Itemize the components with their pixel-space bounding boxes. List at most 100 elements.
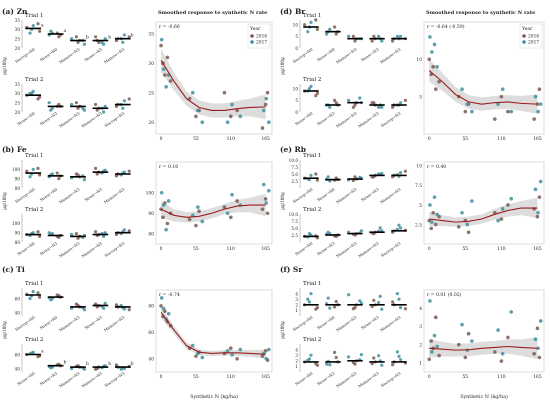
strip-point <box>94 35 98 39</box>
strip-point <box>395 292 399 296</box>
strip-point <box>121 106 125 110</box>
strip-category-label: Straw→N0 <box>316 314 336 330</box>
scatter-point-2017 <box>230 193 234 197</box>
strip-point <box>334 101 338 105</box>
strip-point <box>74 302 78 306</box>
loess-fit-line <box>160 312 266 355</box>
scatter-point-2017 <box>509 310 514 314</box>
panel-label: (f) Sr <box>280 265 303 274</box>
strip-point <box>306 297 310 301</box>
scatter-point-2017 <box>164 227 168 232</box>
strip-category-label: Manure→N3 <box>80 370 103 388</box>
scatter-point-2016 <box>222 205 227 209</box>
strip-y-tick-label: 5 <box>295 34 298 39</box>
smooth-y-tick-label: 60 <box>148 331 154 336</box>
strip-category-label: Straw→N3 <box>39 240 59 256</box>
smooth-y-tick-label: 7.5 <box>415 184 422 189</box>
loess-fit-line <box>160 204 266 218</box>
smooth-Br: Smoothed response to synthetic N rate r =… <box>416 10 545 142</box>
scatter-point-2016 <box>263 197 268 201</box>
strip-category-label: Straw→N3 <box>39 110 59 126</box>
strip-point <box>309 173 313 177</box>
strip-point <box>81 106 85 110</box>
strip-point <box>309 353 313 357</box>
smooth-x-tick-label: 110 <box>497 247 506 252</box>
scatter-point-2017 <box>465 222 470 227</box>
smooth-x-tick-label: 165 <box>261 137 270 142</box>
strip-point <box>314 94 318 98</box>
strip-point <box>95 172 99 176</box>
significance-letter: b <box>131 33 134 39</box>
strip-category-label: Straw→N3 <box>83 46 103 62</box>
smooth-plot-area <box>423 289 545 373</box>
scatter-point-2017 <box>267 120 271 125</box>
trial-label: Trial 2 <box>303 337 321 343</box>
strip-point <box>103 37 107 41</box>
scatter-point-2016 <box>427 357 432 362</box>
strip-y-tick-label: 2.5 <box>291 179 298 184</box>
correlation-annotation: r = -0.64 (-0.59) <box>427 23 465 30</box>
strip-point <box>306 30 310 34</box>
scatter-point-2017 <box>533 94 538 99</box>
strip-point <box>100 40 104 45</box>
scatter-point-2016 <box>260 126 265 130</box>
strip-point <box>315 178 319 182</box>
strip-point <box>28 91 32 95</box>
strip-point <box>353 175 357 179</box>
smooth-x-tick-label: 165 <box>533 247 542 252</box>
strip-y-tick-label: 40 <box>15 310 21 315</box>
scatter-point-2017 <box>460 87 464 91</box>
strip-point <box>76 236 80 240</box>
strip-point <box>114 174 118 178</box>
strip-point <box>122 99 126 103</box>
strip-point <box>328 363 332 367</box>
strip-y-tick-label: 5 <box>295 98 298 103</box>
strip-point <box>38 234 42 238</box>
correlation-annotation: r = -0.66 <box>159 24 180 30</box>
strip-category-label: Straw→N3 <box>316 240 336 256</box>
scatter-point-2017 <box>430 220 434 224</box>
strip-point <box>370 39 374 43</box>
scatter-point-2017 <box>432 195 437 199</box>
strip-point <box>114 303 118 307</box>
scatter-point-2016 <box>434 87 438 91</box>
strip-point <box>36 355 40 359</box>
strip-point <box>314 18 318 22</box>
smooth-Rb: r = 0.40 2.5 5 7.5 10 0 55 110 165 <box>415 161 545 252</box>
strip-category-label: Manure→N3 <box>58 314 81 332</box>
trial-label: Trial 1 <box>303 281 321 287</box>
strip-category-label: Manure→N3 <box>335 370 358 388</box>
strip-point <box>36 166 40 170</box>
scatter-point-2017 <box>536 346 540 351</box>
y-unit-label: µg/100g <box>2 192 7 210</box>
smooth-y-tick-label: 3 <box>419 325 422 330</box>
strip-category-label: Manure→N3 <box>80 110 103 128</box>
strip-point <box>372 298 376 302</box>
strip-point <box>309 20 313 24</box>
scatter-point-2016 <box>499 359 504 363</box>
smooth-x-tick-label: 0 <box>160 137 163 142</box>
smooth-x-tick-label: 55 <box>193 375 199 380</box>
strip-category-label: Nocrop→N3 <box>104 370 126 388</box>
significance-letter: b <box>86 361 89 367</box>
strip-point <box>114 232 118 237</box>
legend-entry: 2016 <box>528 35 539 40</box>
legend-swatch <box>250 34 254 38</box>
strip-point <box>328 105 332 109</box>
loess-fit-line <box>429 207 538 223</box>
strip-point <box>399 171 403 175</box>
scatter-point-2017 <box>536 210 540 215</box>
legend-swatch <box>522 40 526 44</box>
strip-point <box>127 229 131 233</box>
strip-category-label: Manure→N3 <box>335 186 358 204</box>
scatter-point-2017 <box>261 182 266 187</box>
x-axis-title: Synthetic N (kg/ha) <box>190 393 238 400</box>
scatter-point-2016 <box>466 331 471 336</box>
scatter-point-2017 <box>264 356 269 361</box>
strip-category-label: Nocrop→N0 <box>14 314 36 332</box>
scatter-point-2016 <box>437 353 441 358</box>
